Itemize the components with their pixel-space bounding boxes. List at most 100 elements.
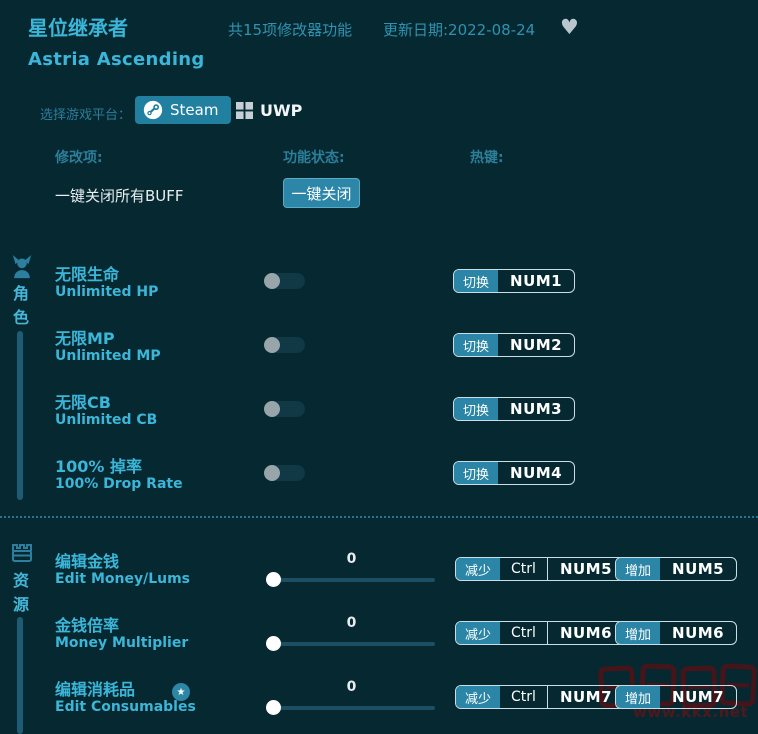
hotkey-increase-num6[interactable]: 增加 NUM6: [615, 621, 738, 645]
sidebar-section-resources-char1: 资: [13, 571, 30, 590]
platform-steam-button[interactable]: Steam: [135, 96, 232, 124]
hotkey-increase-num5[interactable]: 增加 NUM5: [615, 557, 738, 581]
slider-value: 0: [346, 551, 357, 567]
platform-uwp-button[interactable]: UWP: [236, 98, 302, 122]
feature-label-cn: 无限CB: [55, 393, 111, 412]
slider-edit-consumables[interactable]: [266, 700, 435, 715]
column-header-hotkey: 热键:: [470, 150, 504, 166]
feature-label-en: Unlimited CB: [55, 412, 158, 428]
hotkey-toggle-num1[interactable]: 切换 NUM1: [453, 269, 576, 293]
update-date: 更新日期:2022-08-24: [383, 21, 536, 39]
hotkey-action-label: 减少: [456, 558, 501, 580]
hotkey-action-label: 减少: [456, 686, 501, 708]
hotkey-key-label: NUM7: [559, 688, 613, 706]
column-header-item: 修改项:: [55, 150, 103, 166]
hotkey-decrease-num5[interactable]: 减少 Ctrl NUM5: [455, 557, 626, 581]
hotkey-action-label: 增加: [616, 622, 661, 644]
toggle-unlimited-mp[interactable]: [264, 337, 305, 353]
sidebar-section-character-char1: 角: [13, 284, 30, 303]
hotkey-key-label: NUM3: [510, 400, 563, 418]
hotkey-action-label: 切换: [454, 270, 499, 292]
feature-count: 共15项修改器功能: [228, 21, 353, 39]
feature-row-drop-rate: 100% 掉率 100% Drop Rate 切换 NUM4: [0, 458, 758, 508]
slider-value: 0: [346, 679, 357, 695]
feature-row-edit-consumables: 编辑消耗品 Edit Consumables ★ 0 减少 Ctrl NUM7 …: [0, 679, 758, 731]
slider-knob[interactable]: [266, 700, 281, 715]
star-badge: ★: [172, 683, 190, 701]
feature-row-edit-money: 编辑金钱 Edit Money/Lums 0 减少 Ctrl NUM5 增加 N…: [0, 551, 758, 603]
character-icon: [10, 255, 34, 279]
hotkey-key-label: NUM6: [559, 624, 613, 642]
feature-label-en: Edit Consumables: [55, 699, 196, 715]
page-title-cn: 星位继承者: [28, 16, 128, 40]
hotkey-decrease-num6[interactable]: 减少 Ctrl NUM6: [455, 621, 626, 645]
hotkey-increase-num7[interactable]: 增加 NUM7: [615, 685, 738, 709]
feature-row-money-multiplier: 金钱倍率 Money Multiplier 0 减少 Ctrl NUM6 增加 …: [0, 615, 758, 667]
toggle-knob: [264, 465, 280, 481]
feature-row-unlimited-mp: 无限MP Unlimited MP 切换 NUM2: [0, 330, 758, 380]
feature-label-cn: 编辑消耗品: [55, 680, 136, 699]
sidebar-section-resources-char2: 源: [13, 595, 30, 614]
hotkey-action-label: 切换: [454, 462, 499, 484]
slider-edit-money[interactable]: [266, 572, 435, 587]
page-title-en: Astria Ascending: [28, 49, 205, 70]
sidebar-section-character-char2: 色: [13, 308, 30, 327]
hotkey-toggle-num4[interactable]: 切换 NUM4: [453, 461, 576, 485]
buff-row-label: 一键关闭所有BUFF: [55, 187, 184, 205]
feature-row-unlimited-hp: 无限生命 Unlimited HP 切换 NUM1: [0, 266, 758, 316]
feature-label-cn: 编辑金钱: [55, 552, 120, 571]
column-header-status: 功能状态:: [283, 150, 345, 166]
section-divider: [0, 516, 758, 518]
close-all-buff-button[interactable]: 一键关闭: [283, 178, 360, 208]
hotkey-toggle-num2[interactable]: 切换 NUM2: [453, 333, 576, 357]
hotkey-action-label: 减少: [456, 622, 501, 644]
toggle-knob: [264, 401, 280, 417]
feature-label-en: Unlimited MP: [55, 348, 161, 364]
hotkey-toggle-num3[interactable]: 切换 NUM3: [453, 397, 576, 421]
feature-label-en: Unlimited HP: [55, 284, 159, 300]
hotkey-key-label: NUM4: [510, 464, 563, 482]
hotkey-action-label: 增加: [616, 686, 661, 708]
feature-label-cn: 金钱倍率: [55, 616, 120, 635]
slider-value: 0: [346, 615, 357, 631]
hotkey-modifier-label: Ctrl: [500, 622, 548, 644]
hotkey-action-label: 增加: [616, 558, 661, 580]
toggle-drop-rate[interactable]: [264, 465, 305, 481]
hotkey-key-label: NUM6: [672, 624, 725, 642]
hotkey-key-label: NUM5: [672, 560, 725, 578]
hotkey-action-label: 切换: [454, 398, 499, 420]
platform-select-label: 选择游戏平台：: [40, 108, 132, 123]
hotkey-key-label: NUM2: [510, 336, 563, 354]
steam-icon: [143, 100, 163, 120]
hotkey-key-label: NUM5: [559, 560, 613, 578]
hotkey-decrease-num7[interactable]: 减少 Ctrl NUM7: [455, 685, 626, 709]
feature-label-cn: 无限MP: [55, 329, 115, 348]
hotkey-key-label: NUM7: [672, 688, 725, 706]
slider-knob[interactable]: [266, 572, 281, 587]
sidebar-section-character-bar: [17, 331, 23, 500]
hotkey-key-label: NUM1: [510, 272, 563, 290]
hotkey-action-label: 切换: [454, 334, 499, 356]
toggle-unlimited-cb[interactable]: [264, 401, 305, 417]
feature-label-en: Money Multiplier: [55, 635, 189, 651]
heart-icon[interactable]: ♥: [560, 15, 579, 39]
hotkey-modifier-label: Ctrl: [500, 558, 548, 580]
toggle-unlimited-hp[interactable]: [264, 273, 305, 289]
sidebar-section-resources-bar: [17, 617, 23, 734]
feature-label-cn: 100% 掉率: [55, 457, 143, 476]
toggle-knob: [264, 337, 280, 353]
toggle-knob: [264, 273, 280, 289]
feature-label-en: Edit Money/Lums: [55, 571, 191, 587]
windows-icon: [236, 101, 253, 119]
feature-row-unlimited-cb: 无限CB Unlimited CB 切换 NUM3: [0, 394, 758, 444]
hotkey-modifier-label: Ctrl: [500, 686, 548, 708]
platform-uwp-label: UWP: [260, 100, 303, 120]
slider-knob[interactable]: [266, 636, 281, 651]
chest-icon: [10, 542, 34, 566]
feature-label-cn: 无限生命: [55, 265, 120, 284]
feature-label-en: 100% Drop Rate: [55, 476, 183, 492]
platform-steam-label: Steam: [170, 101, 219, 119]
slider-money-multiplier[interactable]: [266, 636, 435, 651]
watermark-url: www.kkx.net: [633, 703, 749, 721]
